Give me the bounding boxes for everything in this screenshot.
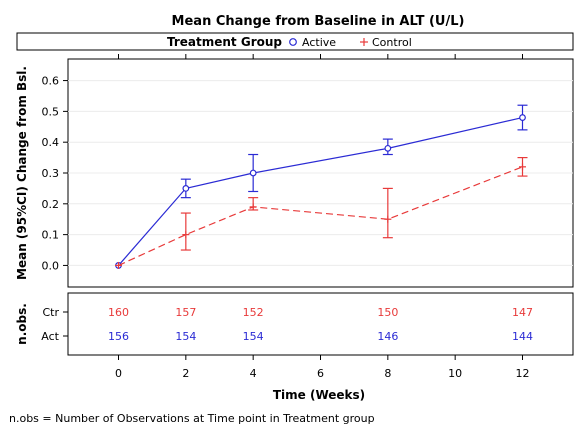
y-tick-label: 0.3 (42, 167, 60, 180)
control-point (249, 203, 257, 211)
y-axis-label: Mean (95%CI) Change from Bsl. (15, 66, 29, 280)
x-tick-label: 8 (384, 367, 391, 380)
legend-title: Treatment Group (167, 35, 282, 49)
active-point (249, 169, 257, 177)
x-tick-label: 10 (448, 367, 462, 380)
nobs-value: 154 (243, 330, 264, 343)
nobs-value: 150 (377, 306, 398, 319)
x-axis-label: Time (Weeks) (273, 388, 365, 402)
nobs-value: 157 (175, 306, 196, 319)
chart-title: Mean Change from Baseline in ALT (U/L) (172, 14, 465, 29)
y-tick-label: 0.2 (42, 198, 60, 211)
control-point (115, 261, 122, 269)
nobs-value: 146 (377, 330, 398, 343)
legend-box (16, 32, 574, 51)
x-tick-label: 12 (516, 367, 530, 380)
legend-control-label: Control (372, 36, 412, 49)
active-point (384, 144, 392, 152)
nobs-row-label: Ctr (42, 306, 59, 319)
y-axis: 0.0 0.1 0.2 0.3 0.4 0.5 0.6 (42, 75, 68, 272)
nobs-value: 156 (108, 330, 129, 343)
control-point (519, 163, 526, 171)
x-tick-label: 2 (182, 367, 189, 380)
series (115, 104, 528, 269)
nobs-value: 160 (108, 306, 129, 319)
x-axis: 0 2 4 6 8 10 12 (115, 54, 530, 380)
y-tick-label: 0.1 (42, 229, 60, 242)
y-tick-label: 0.0 (42, 259, 60, 272)
gridlines (68, 80, 573, 266)
nobs-value: 154 (175, 330, 196, 343)
nobs-row-label: Act (41, 330, 59, 343)
legend-active-marker-icon (289, 38, 297, 46)
nobs-title: n.obs. (15, 303, 29, 345)
x-tick-label: 0 (115, 367, 122, 380)
y-tick-label: 0.4 (42, 136, 60, 149)
legend: Treatment Group Active Control (16, 32, 574, 51)
control-point (384, 215, 392, 223)
nobs-table: Ctr 160 157 152 150 147 Act 156 154 154 146 144 (41, 306, 533, 343)
control-point (182, 231, 190, 239)
y-tick-label: 0.5 (42, 105, 60, 118)
footnote: n.obs = Number of Observations at Time p… (9, 412, 375, 425)
x-tick-label: 6 (317, 367, 324, 380)
nobs-value: 144 (512, 330, 533, 343)
active-point (519, 114, 526, 121)
active-point (182, 185, 190, 192)
legend-active-label: Active (302, 36, 336, 49)
nobs-value: 147 (512, 306, 533, 319)
y-tick-label: 0.6 (42, 75, 60, 88)
nobs-panel (67, 292, 574, 356)
x-tick-label: 4 (250, 367, 257, 380)
nobs-value: 152 (243, 306, 264, 319)
legend-control-marker-icon (360, 38, 368, 46)
